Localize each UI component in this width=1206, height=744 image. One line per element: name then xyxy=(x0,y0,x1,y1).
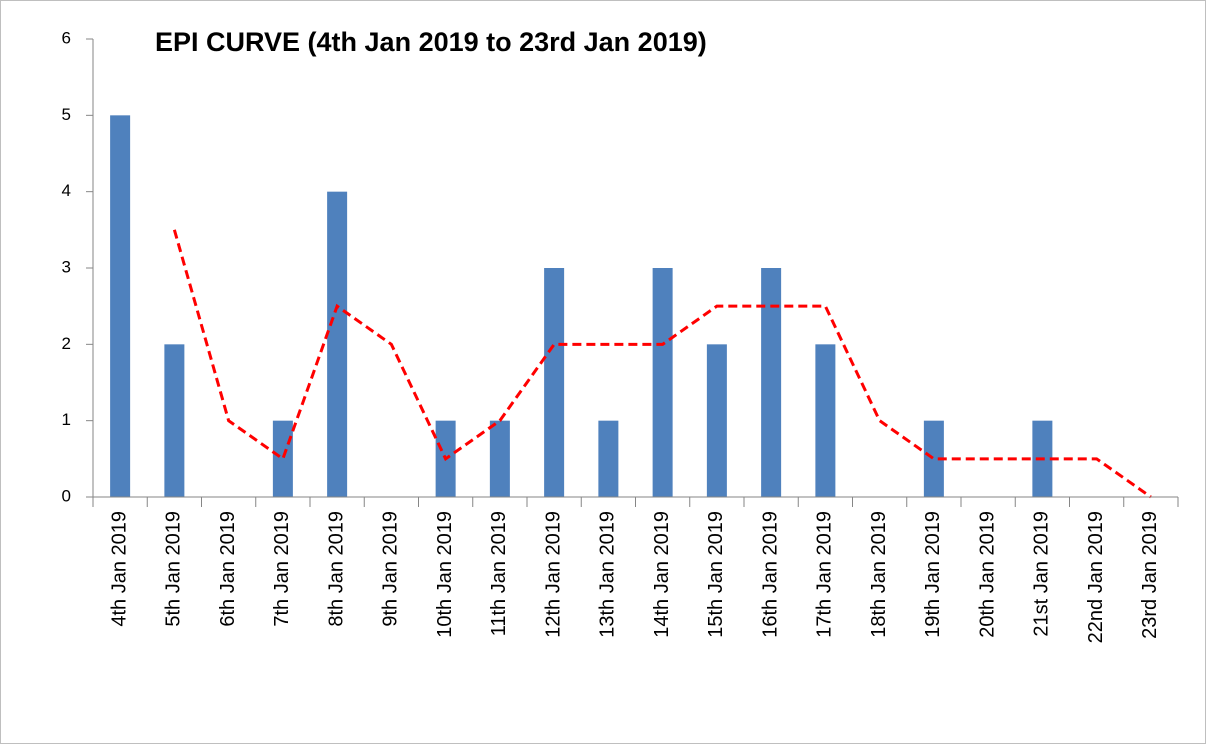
bar xyxy=(164,344,185,497)
x-tick-label: 8th Jan 2019 xyxy=(325,511,347,627)
y-tick-label: 6 xyxy=(62,28,71,47)
x-tick-label: 18th Jan 2019 xyxy=(868,511,890,638)
x-tick-label: 9th Jan 2019 xyxy=(380,511,402,627)
y-tick-label: 0 xyxy=(62,486,71,505)
bar xyxy=(598,420,619,497)
chart-title: EPI CURVE (4th Jan 2019 to 23rd Jan 2019… xyxy=(155,27,707,57)
x-tick-label: 6th Jan 2019 xyxy=(217,511,239,627)
x-tick-label: 21st Jan 2019 xyxy=(1031,511,1053,637)
y-tick-label: 4 xyxy=(62,181,71,200)
x-tick-label: 13th Jan 2019 xyxy=(597,511,619,638)
bar xyxy=(815,344,836,497)
x-tick-label: 20th Jan 2019 xyxy=(976,511,998,638)
bar xyxy=(923,420,944,497)
x-tick-label: 5th Jan 2019 xyxy=(163,511,185,627)
x-tick-label: 15th Jan 2019 xyxy=(705,511,727,638)
bar xyxy=(489,420,510,497)
bar xyxy=(761,268,782,497)
bar xyxy=(652,268,673,497)
x-tick-label: 11th Jan 2019 xyxy=(488,511,510,636)
x-tick-label: 7th Jan 2019 xyxy=(271,511,293,627)
x-tick-label: 19th Jan 2019 xyxy=(922,511,944,638)
y-tick-label: 3 xyxy=(62,257,71,276)
x-tick-label: 16th Jan 2019 xyxy=(759,511,781,638)
x-tick-label: 17th Jan 2019 xyxy=(814,511,836,638)
bar xyxy=(272,420,293,497)
bar xyxy=(706,344,727,497)
x-tick-label: 14th Jan 2019 xyxy=(651,511,673,638)
x-tick-label: 12th Jan 2019 xyxy=(542,511,564,638)
bar xyxy=(110,115,131,497)
y-tick-label: 1 xyxy=(62,410,71,429)
y-tick-label: 5 xyxy=(62,105,71,124)
line-series xyxy=(172,229,1152,499)
x-tick-label: 4th Jan 2019 xyxy=(108,511,130,627)
bar xyxy=(544,268,565,497)
y-tick-label: 2 xyxy=(62,334,71,353)
bar xyxy=(327,191,348,497)
x-tick-label: 22nd Jan 2019 xyxy=(1085,511,1107,643)
x-tick-label: 23rd Jan 2019 xyxy=(1139,511,1161,639)
x-tick-label: 10th Jan 2019 xyxy=(434,511,456,638)
